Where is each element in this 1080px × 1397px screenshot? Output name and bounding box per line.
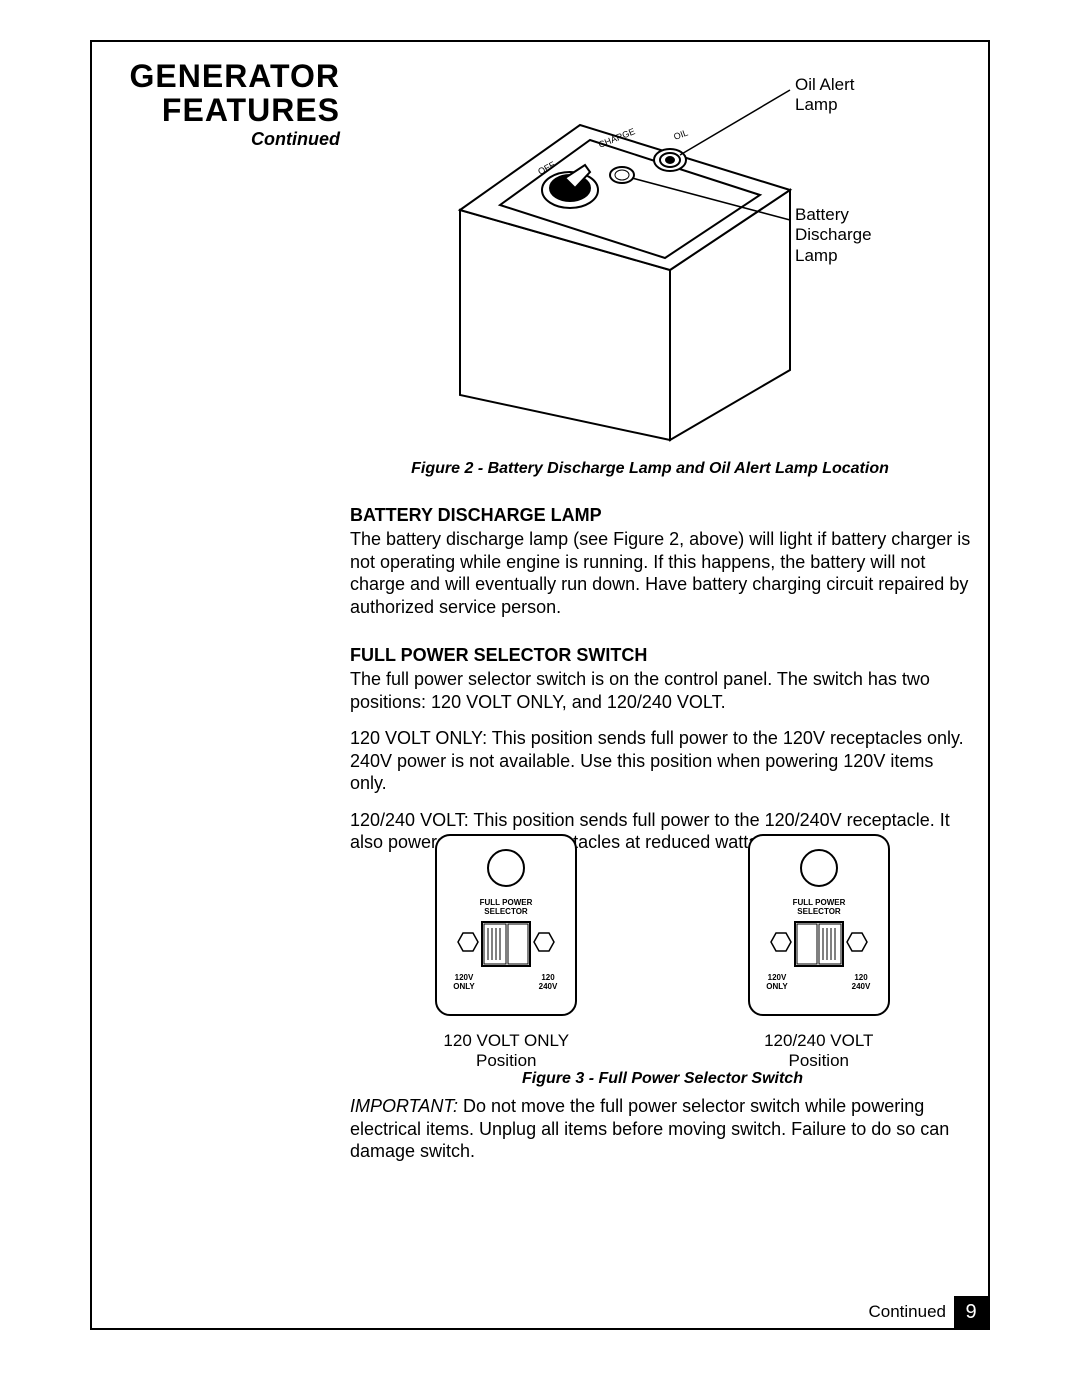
heading-selector: FULL POWER SELECTOR SWITCH <box>350 645 975 666</box>
title-block: GENERATOR FEATURES Continued <box>120 60 340 150</box>
body-battery: The battery discharge lamp (see Figure 2… <box>350 528 975 618</box>
important-note: IMPORTANT: Do not move the full power se… <box>350 1095 975 1163</box>
switch-panel-left: FULL POWER SELECTOR 120V ONLY 120 240V 1… <box>406 830 606 1080</box>
figure2-caption: Figure 2 - Battery Discharge Lamp and Oi… <box>350 460 950 478</box>
callout-battery: BatteryDischargeLamp <box>795 205 872 266</box>
svg-text:ONLY: ONLY <box>766 982 788 991</box>
svg-text:FULL POWER: FULL POWER <box>480 898 533 907</box>
svg-text:120: 120 <box>854 973 868 982</box>
title-continued: Continued <box>120 129 340 150</box>
svg-text:FULL POWER: FULL POWER <box>792 898 845 907</box>
footer-continued: Continued <box>868 1302 946 1322</box>
svg-text:ONLY: ONLY <box>454 982 476 991</box>
title-line1: GENERATOR <box>120 60 340 94</box>
figure3-row: FULL POWER SELECTOR 120V ONLY 120 240V 1… <box>350 830 975 1080</box>
switch-caption-left: 120 VOLT ONLYPosition <box>406 1031 606 1072</box>
selector-p1: The full power selector switch is on the… <box>350 668 975 713</box>
callout-oil-alert: Oil AlertLamp <box>795 75 855 116</box>
title-line2: FEATURES <box>120 94 340 128</box>
switch-caption-right: 120/240 VOLTPosition <box>719 1031 919 1072</box>
svg-text:240V: 240V <box>539 982 558 991</box>
svg-text:SELECTOR: SELECTOR <box>485 907 529 916</box>
selector-p2: 120 VOLT ONLY: This position sends full … <box>350 727 975 795</box>
figure2-diagram: OFF CHARGE OIL Oil AlertLamp BatteryDisc… <box>370 60 930 460</box>
heading-battery: BATTERY DISCHARGE LAMP <box>350 505 975 526</box>
label-oil: OIL <box>672 128 689 142</box>
figure3-caption: Figure 3 - Full Power Selector Switch <box>350 1070 975 1088</box>
svg-text:120V: 120V <box>767 973 786 982</box>
footer: Continued 9 <box>868 1296 988 1328</box>
switch-panel-right: FULL POWER SELECTOR 120V ONLY 120 240V 1… <box>719 830 919 1080</box>
important-lead: IMPORTANT: <box>350 1096 458 1116</box>
svg-text:SELECTOR: SELECTOR <box>797 907 841 916</box>
svg-text:240V: 240V <box>851 982 870 991</box>
svg-text:120V: 120V <box>455 973 474 982</box>
page-number: 9 <box>954 1296 988 1328</box>
section-battery: BATTERY DISCHARGE LAMP The battery disch… <box>350 505 975 632</box>
svg-text:120: 120 <box>542 973 556 982</box>
